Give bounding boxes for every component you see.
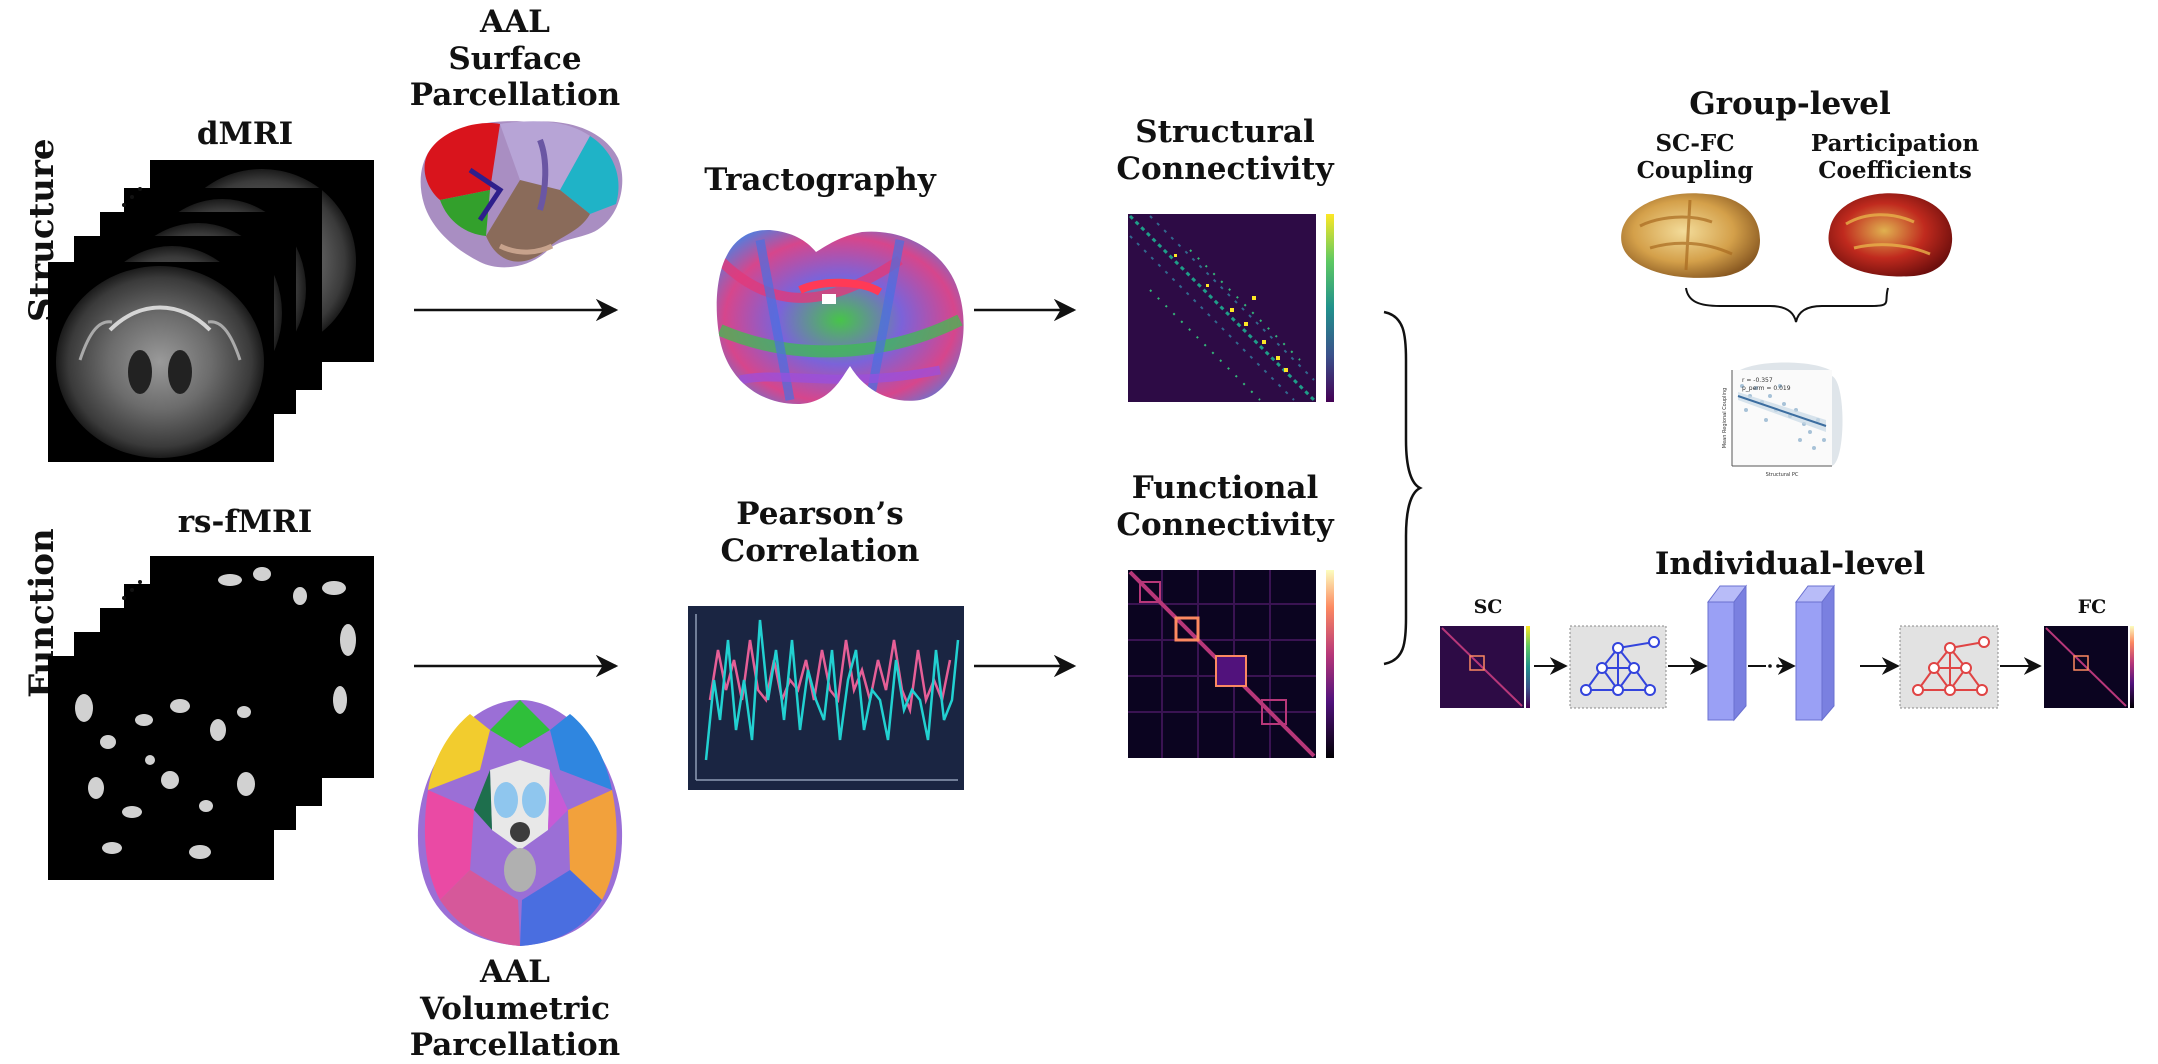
sc-diagonal: [1128, 214, 1316, 402]
scatter-plot: r = -0.357 p_perm = 0.019 Structural PC …: [1722, 362, 1843, 478]
tractography-image: [716, 229, 964, 405]
sc-hotspots: [1174, 254, 1288, 372]
coupling-label: SC-FC Coupling: [1600, 130, 1790, 184]
volumetric-parcellation-brain: [417, 700, 623, 946]
dmri-stack: [48, 160, 374, 462]
timeseries-plot: [688, 606, 964, 790]
functional-connectivity-matrix: [1128, 570, 1334, 758]
functional-connectivity-line-1: Functional: [1131, 470, 1319, 506]
scatter-ylabel: Mean Regional Coupling: [1722, 388, 1728, 448]
surface-parcellation-line-3: Parcellation: [409, 77, 621, 114]
dmri-label: dMRI: [196, 116, 294, 152]
surface-parcellation-line-1: AAL: [480, 4, 550, 40]
structural-connectivity-matrix: [1128, 214, 1334, 402]
fc-colorbar: [1326, 570, 1334, 758]
layer-icon: [1707, 584, 1747, 722]
sc-colorbar: [1326, 214, 1334, 402]
structural-connectivity-line-1: Structural: [1135, 114, 1315, 150]
tractography-label: Tractography: [704, 162, 936, 198]
surface-parcellation-brain: [420, 121, 623, 268]
pearson-label: Pearson’s Correlation: [680, 496, 960, 569]
surface-parcellation-label: AAL Surface Parcellation: [390, 4, 640, 114]
rsfmri-label: rs-fMRI: [177, 504, 313, 540]
coupling-line-2: Coupling: [1636, 157, 1754, 185]
scatter-annot-r: r = -0.357: [1742, 377, 1773, 384]
fc-label: FC: [2077, 596, 2107, 618]
functional-connectivity-label: Functional Connectivity: [1090, 470, 1360, 543]
structural-connectivity-label: Structural Connectivity: [1090, 114, 1360, 187]
participation-line-2: Coefficients: [1818, 157, 1972, 185]
group-level-title: Group-level: [1689, 86, 1891, 122]
scatter-xlabel: Structural PC: [1766, 472, 1799, 478]
brace-icon: [1685, 287, 1889, 323]
participation-line-1: Participation: [1810, 130, 1980, 157]
coupling-brain: [1621, 193, 1760, 278]
layer-icon: [1795, 584, 1835, 722]
scatter-annot-p: p_perm = 0.019: [1742, 385, 1791, 392]
ellipsis-dots: [122, 580, 142, 600]
rsfmri-stack: [48, 556, 374, 880]
volumetric-parcellation-line-1: AAL: [480, 954, 550, 990]
volumetric-parcellation-line-3: Parcellation: [409, 1027, 621, 1064]
individual-pipeline: [1440, 584, 2134, 722]
surface-parcellation-line-2: Surface: [448, 40, 582, 77]
timeseries-cyan: [704, 619, 960, 761]
activation-blobs: [75, 567, 356, 859]
participation-label: Participation Coefficients: [1790, 130, 2000, 184]
pearson-line-1: Pearson’s: [736, 496, 904, 532]
timeseries-pink: [708, 639, 952, 715]
individual-level-title: Individual-level: [1654, 546, 1926, 582]
pearson-line-2: Correlation: [720, 532, 920, 569]
volumetric-parcellation-label: AAL Volumetric Parcellation: [390, 954, 640, 1064]
brace-icon: [1383, 310, 1423, 666]
participation-brain: [1828, 193, 1953, 277]
volumetric-parcellation-line-2: Volumetric: [419, 990, 611, 1027]
functional-connectivity-line-2: Connectivity: [1116, 506, 1334, 543]
dmri-slice-front: [48, 262, 274, 462]
sc-label: SC: [1473, 596, 1503, 618]
coupling-line-1: SC-FC: [1655, 130, 1735, 157]
structural-connectivity-line-2: Connectivity: [1116, 150, 1334, 187]
rsfmri-slice-front: [48, 656, 274, 880]
ellipsis-dots: [122, 187, 142, 207]
